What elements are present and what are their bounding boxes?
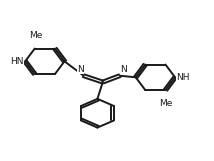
Text: Me: Me <box>159 99 172 108</box>
Text: HN: HN <box>10 57 24 66</box>
Text: N: N <box>120 65 126 74</box>
Text: N: N <box>77 65 84 74</box>
Text: Me: Me <box>29 31 42 40</box>
Text: NH: NH <box>176 73 190 82</box>
